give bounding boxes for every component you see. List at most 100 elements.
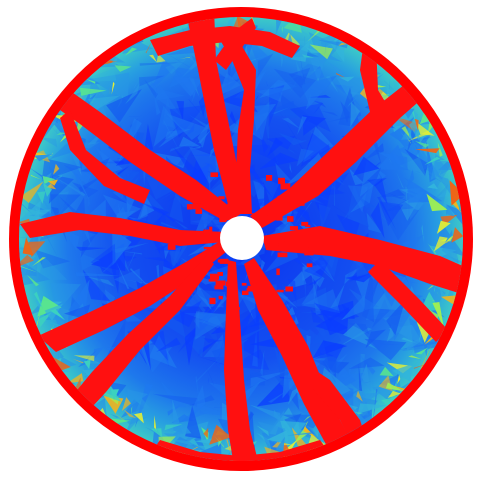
edge-tile <box>304 34 313 44</box>
edge-tile <box>387 390 401 398</box>
edge-tile <box>356 390 363 402</box>
mesh-tile <box>300 132 332 168</box>
mesh-tile <box>165 45 197 56</box>
crack-northeast-upper-branch <box>360 40 390 112</box>
mesh-tile <box>288 67 311 89</box>
mesh-tile <box>150 84 182 117</box>
mesh-tile <box>257 53 274 76</box>
mesh-tile <box>256 432 272 448</box>
mesh-tile <box>167 195 176 202</box>
mesh-tile <box>104 235 113 249</box>
edge-tile <box>432 302 444 329</box>
crack-north-northeast <box>220 36 256 214</box>
mesh-tile <box>198 338 220 356</box>
edge-tile <box>179 56 191 59</box>
mesh-tile <box>358 363 363 391</box>
mesh-tile <box>399 157 427 178</box>
fracture-speck <box>209 247 213 253</box>
fracture-speck <box>246 288 256 292</box>
mesh-tile <box>350 102 361 128</box>
crack-southwest <box>38 240 226 352</box>
edge-tile <box>32 257 46 267</box>
fracture-speck <box>208 278 218 282</box>
mesh-tile <box>370 277 381 298</box>
edge-tile <box>123 409 137 419</box>
mesh-tile <box>396 171 405 189</box>
mesh-tile <box>19 236 35 239</box>
fracture-speck <box>186 191 192 196</box>
mesh-tile <box>364 143 384 161</box>
mesh-tile <box>86 199 106 219</box>
crack-southeast-branch <box>294 360 370 454</box>
mesh-tile <box>99 260 117 276</box>
fracture-speck <box>195 209 203 214</box>
mesh-tile <box>406 169 415 188</box>
fracture-speck <box>227 203 235 211</box>
mesh-tile <box>80 224 92 246</box>
mesh-tile <box>364 381 372 383</box>
mesh-tile <box>377 152 408 170</box>
fracture-speck <box>212 250 222 255</box>
mesh-tile <box>151 59 175 91</box>
mesh-tile <box>126 389 148 410</box>
mesh-tile <box>390 195 405 199</box>
crack-network <box>20 17 463 461</box>
fracture-speck <box>203 246 210 250</box>
mesh-tile <box>190 145 203 149</box>
mesh-tile <box>303 126 334 163</box>
mesh-tile <box>350 183 374 213</box>
mesh-tile <box>246 166 274 199</box>
fracture-speck <box>241 282 247 286</box>
mesh-tile <box>87 95 121 112</box>
mesh-tile <box>255 87 284 102</box>
mesh-tile <box>48 165 65 185</box>
edge-tile <box>416 121 435 136</box>
mesh-tile <box>139 201 170 216</box>
edge-tile <box>436 220 451 234</box>
mesh-tile <box>236 252 265 266</box>
mesh-tile <box>297 116 307 135</box>
mesh-tile <box>397 133 432 159</box>
fracture-speck <box>209 297 216 305</box>
mesh-tile <box>69 149 82 177</box>
mesh-tile <box>198 128 213 144</box>
mesh-tile <box>112 190 130 206</box>
mesh-tile <box>188 99 207 121</box>
mesh-tile <box>262 177 280 204</box>
mesh-tile <box>298 416 315 435</box>
crack-northwest <box>40 78 234 222</box>
mesh-tile <box>395 341 438 351</box>
mesh-tile <box>34 316 67 329</box>
fracture-speck <box>247 285 257 289</box>
edge-tile <box>114 65 132 72</box>
mesh-tile <box>71 182 99 198</box>
fracture-speck <box>250 271 256 275</box>
mesh-tile <box>188 146 230 184</box>
edge-tile <box>79 87 107 96</box>
edge-tile <box>439 288 448 305</box>
mesh-tile <box>115 157 139 166</box>
fracture-speck <box>276 268 280 276</box>
crack-northwest-branch <box>60 110 150 204</box>
edge-tile <box>426 285 434 291</box>
mesh-tile <box>24 237 34 242</box>
edge-tile <box>214 435 224 448</box>
edge-tile <box>437 142 443 157</box>
mesh-tile <box>305 88 312 110</box>
edge-tile <box>42 182 53 197</box>
mesh-tile <box>35 249 71 269</box>
mesh-tile <box>437 175 456 202</box>
mesh-tile <box>265 220 291 238</box>
mesh-tile <box>234 324 270 344</box>
fracture-specks <box>167 172 316 310</box>
mesh-tile <box>58 196 80 216</box>
crack-upper-rim-link <box>150 26 300 58</box>
mesh-tile <box>229 314 260 359</box>
edge-tile <box>164 424 183 431</box>
mesh-tile <box>366 212 383 234</box>
edge-tile <box>449 180 463 206</box>
edge-tile <box>392 364 413 382</box>
mesh-tile <box>257 421 286 449</box>
mesh-tile <box>188 240 212 256</box>
edge-tile <box>83 359 91 370</box>
